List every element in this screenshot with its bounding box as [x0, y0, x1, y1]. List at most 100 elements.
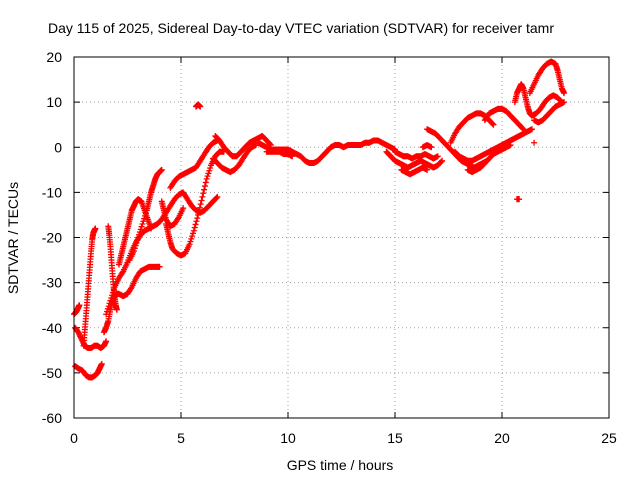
data-point — [205, 170, 212, 177]
data-point — [158, 166, 165, 173]
data-point — [195, 208, 202, 215]
data-point — [133, 239, 140, 246]
data-point — [156, 263, 163, 270]
y-tick-label: -50 — [42, 365, 62, 381]
data-marks — [71, 58, 568, 381]
data-point — [199, 193, 206, 200]
series-tail-22-23 — [531, 99, 568, 126]
y-tick-label: -10 — [42, 184, 62, 200]
x-tick-label: 0 — [70, 430, 78, 446]
data-point — [139, 220, 146, 227]
data-point — [197, 103, 204, 110]
data-point — [140, 218, 147, 225]
y-tick-label: 20 — [46, 49, 62, 65]
y-tick-label: -60 — [42, 410, 62, 426]
data-point — [134, 237, 141, 244]
data-point — [109, 289, 116, 296]
x-tick-label: 10 — [280, 430, 296, 446]
series-noisy-15-17c — [398, 164, 431, 178]
data-point — [214, 193, 221, 200]
data-point — [191, 224, 198, 231]
data-point — [103, 308, 110, 315]
series-arc-4-rise — [126, 166, 165, 264]
series-arc-3-steep — [115, 196, 155, 268]
series-isolated-6h — [192, 101, 204, 110]
data-point — [197, 201, 204, 208]
series-arc-2-lower — [100, 263, 163, 336]
data-point — [192, 221, 199, 228]
data-point — [196, 204, 203, 211]
data-point — [434, 153, 441, 160]
data-point — [188, 235, 195, 242]
series-arc-19-20 — [464, 141, 514, 176]
data-point — [92, 225, 99, 232]
data-point — [103, 311, 110, 318]
x-tick-label: 5 — [177, 430, 185, 446]
data-point — [189, 233, 196, 240]
data-point — [186, 241, 193, 248]
series-arc-18-20 — [451, 126, 535, 164]
data-point — [531, 139, 538, 146]
series-noisy-15-17 — [383, 148, 446, 171]
series-arc-7b — [210, 141, 259, 176]
data-point — [194, 215, 201, 222]
data-point — [516, 196, 523, 203]
x-tick-label: 15 — [387, 430, 403, 446]
ticks: 0 5 10 15 20 25 -60 -50 -40 -30 -20 -10 0 10 20 — [42, 49, 617, 446]
series-arc-1-start — [71, 302, 83, 318]
plot-frame — [73, 56, 610, 419]
series-arc-5 — [167, 137, 221, 191]
data-point — [489, 120, 496, 127]
series-isolated-21h — [513, 196, 523, 203]
x-axis-title: GPS time / hours — [287, 457, 394, 473]
series-arc-1-rise — [80, 225, 99, 349]
y-tick-label: 0 — [54, 139, 62, 155]
data-point — [104, 305, 111, 312]
data-point — [520, 126, 527, 133]
data-point — [528, 126, 535, 133]
data-point — [109, 292, 116, 299]
data-point — [201, 183, 208, 190]
data-point — [103, 338, 110, 345]
y-tick-label: -40 — [42, 320, 62, 336]
series-peak-22 — [526, 58, 568, 97]
data-point — [289, 153, 296, 160]
data-point — [108, 294, 115, 301]
x-tick-label: 25 — [601, 430, 617, 446]
y-tick-label: -30 — [42, 275, 62, 291]
series-arc-2-dip — [105, 223, 120, 313]
y-axis-title: SDTVAR / TECUs — [5, 182, 21, 294]
data-point — [136, 231, 143, 238]
data-point — [190, 227, 197, 234]
series-rise-19-21 — [481, 105, 527, 133]
data-point — [98, 360, 105, 367]
data-point — [187, 238, 194, 245]
data-point — [107, 297, 114, 304]
data-point — [137, 226, 144, 233]
data-point — [561, 90, 568, 97]
series-arc-1-low — [72, 360, 105, 381]
data-point — [428, 144, 435, 151]
y-tick-label: -20 — [42, 230, 62, 246]
data-point — [141, 215, 148, 222]
data-point — [202, 179, 209, 186]
data-point — [204, 173, 211, 180]
data-point — [438, 158, 445, 165]
data-point — [131, 245, 138, 252]
data-point — [207, 165, 214, 172]
data-point — [106, 300, 113, 307]
y-tick-label: 10 — [46, 94, 62, 110]
data-point — [142, 212, 149, 219]
data-point — [490, 121, 497, 128]
series-flat-9-12b — [263, 148, 296, 160]
data-point — [110, 286, 117, 293]
data-point — [180, 205, 187, 212]
series-arc-7 — [212, 132, 274, 160]
series-isolated-17h — [419, 141, 435, 151]
data-point — [213, 194, 220, 201]
data-point — [206, 167, 213, 174]
series-noisy-15-17b — [392, 148, 441, 162]
data-point — [135, 234, 142, 241]
data-point — [113, 306, 120, 313]
grid — [74, 57, 609, 418]
